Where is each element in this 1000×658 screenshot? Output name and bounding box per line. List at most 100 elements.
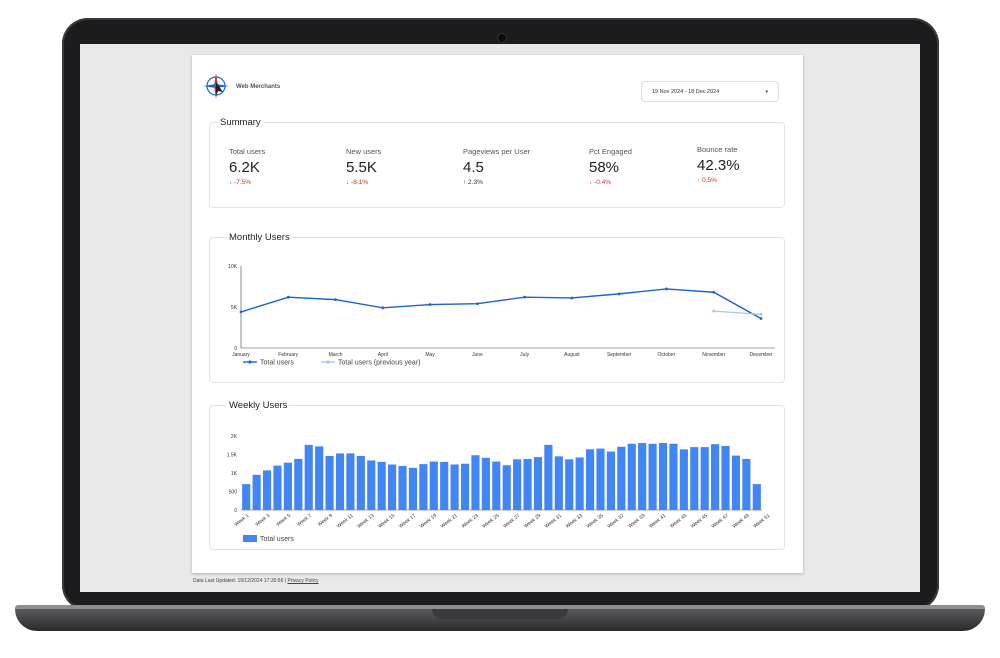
bar <box>721 445 730 510</box>
brand-name: Web Merchants <box>236 84 281 90</box>
x-tick-label: Week 1 <box>233 513 250 528</box>
bar <box>627 443 636 510</box>
bar <box>492 461 501 510</box>
bar <box>638 443 647 510</box>
bar <box>669 443 678 510</box>
x-tick-label: Week 21 <box>440 513 459 530</box>
data-point <box>475 302 479 306</box>
x-tick-label: Week 15 <box>377 513 396 530</box>
bar <box>346 453 355 510</box>
data-point <box>712 290 716 294</box>
bar <box>398 465 407 510</box>
x-tick-label: Week 37 <box>606 513 625 530</box>
bar <box>596 448 605 510</box>
weekly-users-card: Weekly Users 0 500 1K 1.5K 2K Week 1 Week 3 Wee… <box>209 400 785 550</box>
data-point <box>286 295 290 299</box>
x-tick-label: Week 25 <box>481 513 500 530</box>
data-point <box>381 306 385 310</box>
metric-value: 6.2K <box>229 159 260 176</box>
metric-bounce-rate: Bounce rate 42.3% ↑ 0.5% <box>697 145 740 184</box>
summary-card: Summary Total users 6.2K ↓ -7.5% New use… <box>209 117 785 208</box>
x-tick-label: Week 51 <box>752 513 771 530</box>
privacy-policy-link[interactable]: Privacy Policy <box>287 578 319 584</box>
bar <box>752 484 761 510</box>
x-tick-label: Week 39 <box>627 513 646 530</box>
date-range-selector[interactable]: 19 Nov 2024 - 18 Dec 2024 ▾ <box>641 81 779 102</box>
x-tick-label: June <box>472 352 483 358</box>
y-tick-label: 500 <box>229 490 238 496</box>
x-tick-label: Week 47 <box>711 513 730 530</box>
bar <box>315 446 324 510</box>
bar <box>273 465 282 510</box>
y-tick-label: 1.5K <box>227 453 238 459</box>
legend-label: Total users (previous year) <box>338 360 420 367</box>
bar <box>658 443 668 510</box>
metric-value: 5.5K <box>346 159 377 176</box>
bar <box>471 455 480 510</box>
bar <box>731 455 741 510</box>
metric-label: Total users <box>229 147 266 156</box>
x-tick-label: February <box>278 352 299 358</box>
bar <box>242 484 251 510</box>
date-range-value: 19 Nov 2024 - 18 Dec 2024 <box>652 89 720 95</box>
bar <box>513 459 522 510</box>
x-tick-label: Week 29 <box>523 513 542 530</box>
y-tick-label: 0 <box>234 346 237 352</box>
x-tick-label: Week 33 <box>565 513 584 530</box>
bar <box>575 457 584 510</box>
bar <box>335 453 345 510</box>
metric-value: 42.3% <box>697 157 740 174</box>
y-tick-label: 1K <box>231 471 238 477</box>
x-tick-label: April <box>378 352 388 358</box>
bar <box>679 449 688 510</box>
chevron-down-icon: ▾ <box>765 89 768 95</box>
x-tick-label: Week 5 <box>275 513 292 528</box>
data-point <box>617 292 621 296</box>
legend-label: Total users <box>260 536 294 543</box>
bar <box>304 444 313 510</box>
bar <box>460 463 470 510</box>
bar <box>648 443 657 510</box>
data-point <box>665 287 668 291</box>
bar <box>533 457 543 510</box>
metric-label: New users <box>346 147 382 156</box>
bar <box>388 464 397 510</box>
footer-separator: | <box>283 578 288 584</box>
x-tick-label: July <box>520 352 529 358</box>
weekly-users-chart: 0 500 1K 1.5K 2K Week 1 Week 3 Week 5 Week 7 Week… <box>227 434 772 543</box>
x-tick-label: September <box>607 352 632 358</box>
bar <box>523 458 532 510</box>
y-tick-label: 10K <box>228 264 238 270</box>
metric-label: Bounce rate <box>697 145 738 154</box>
metric-label: Pageviews per User <box>463 147 531 156</box>
monthly-users-title: Monthly Users <box>227 232 292 243</box>
bar <box>554 456 563 510</box>
x-tick-label: Week 23 <box>460 513 479 530</box>
laptop-base-edge <box>15 605 985 612</box>
x-tick-label: December <box>749 352 772 358</box>
metric-value: 4.5 <box>463 159 484 176</box>
series-line-previous-year <box>713 310 762 315</box>
legend-swatch <box>243 535 257 542</box>
report-page: Web Merchants 19 Nov 2024 - 18 Dec 2024 … <box>192 55 803 573</box>
metric-pageviews-per-user: Pageviews per User 4.5 ↑ 2.3% <box>463 147 530 186</box>
laptop-base <box>15 609 985 631</box>
x-tick-label: October <box>658 352 676 358</box>
bar <box>606 451 615 510</box>
bar <box>700 447 709 510</box>
y-tick-label: 0 <box>234 508 237 514</box>
bar <box>565 459 574 510</box>
compass-logo-icon <box>203 73 229 99</box>
bar <box>325 455 334 510</box>
data-point <box>759 317 763 320</box>
bar <box>262 470 272 510</box>
legend-label: Total users <box>260 360 294 367</box>
legend-marker <box>248 360 252 364</box>
metric-pct-engaged: Pct Engaged 58% ↓ -0.4% <box>589 147 632 186</box>
x-tick-label: Week 45 <box>690 513 709 530</box>
bar <box>711 444 720 510</box>
x-tick-label: Week 17 <box>398 513 417 530</box>
series-line-total-users <box>240 288 762 320</box>
x-tick-label: Week 49 <box>731 513 750 530</box>
y-tick-label: 5K <box>231 305 238 311</box>
